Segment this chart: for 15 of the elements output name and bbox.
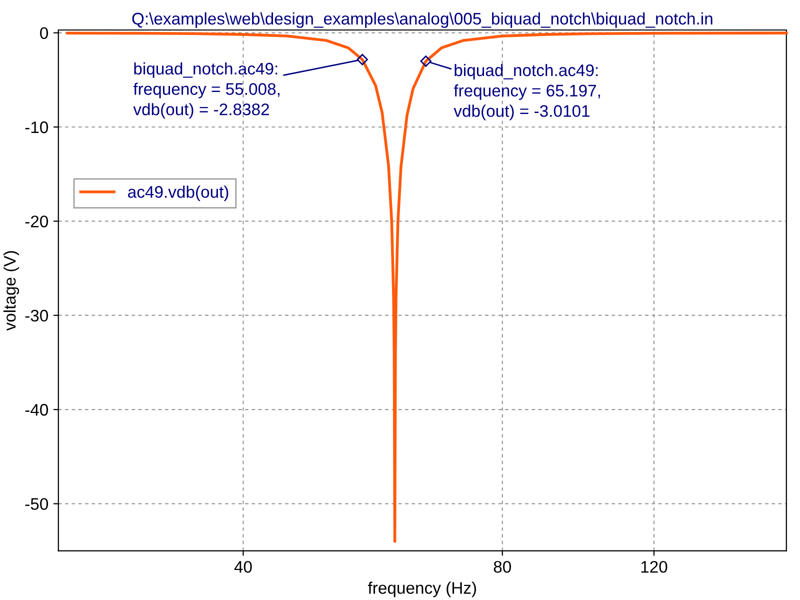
y-tick-label: -40 [25,404,48,416]
annotation: biquad_notch.ac49: frequency = 65.197, vdb(out) = -3.0101 [454,64,600,120]
annotation: biquad_notch.ac49: frequency = 55.008, vdb(out) = -2.8382 [133,62,280,119]
y-tick-label: 0 [40,27,48,40]
y-tick-label: -50 [25,498,48,510]
x-tick-label: 40 [234,560,252,573]
x-tick-label: 80 [494,560,511,573]
legend-label: ac49.vdb(out) [128,186,228,202]
chart-title: Q:\examples\web\design_examples\analog\005_biquad_notch\biquad_notch.in [132,12,712,28]
y-tick-label: -30 [25,310,48,322]
x-tick-label: 120 [641,560,668,573]
y-tick-label: -10 [25,121,48,134]
x-axis-title: frequency (Hz) [368,582,476,598]
y-axis-title: voltage (V) [4,251,20,331]
y-tick-label: -20 [25,216,48,228]
